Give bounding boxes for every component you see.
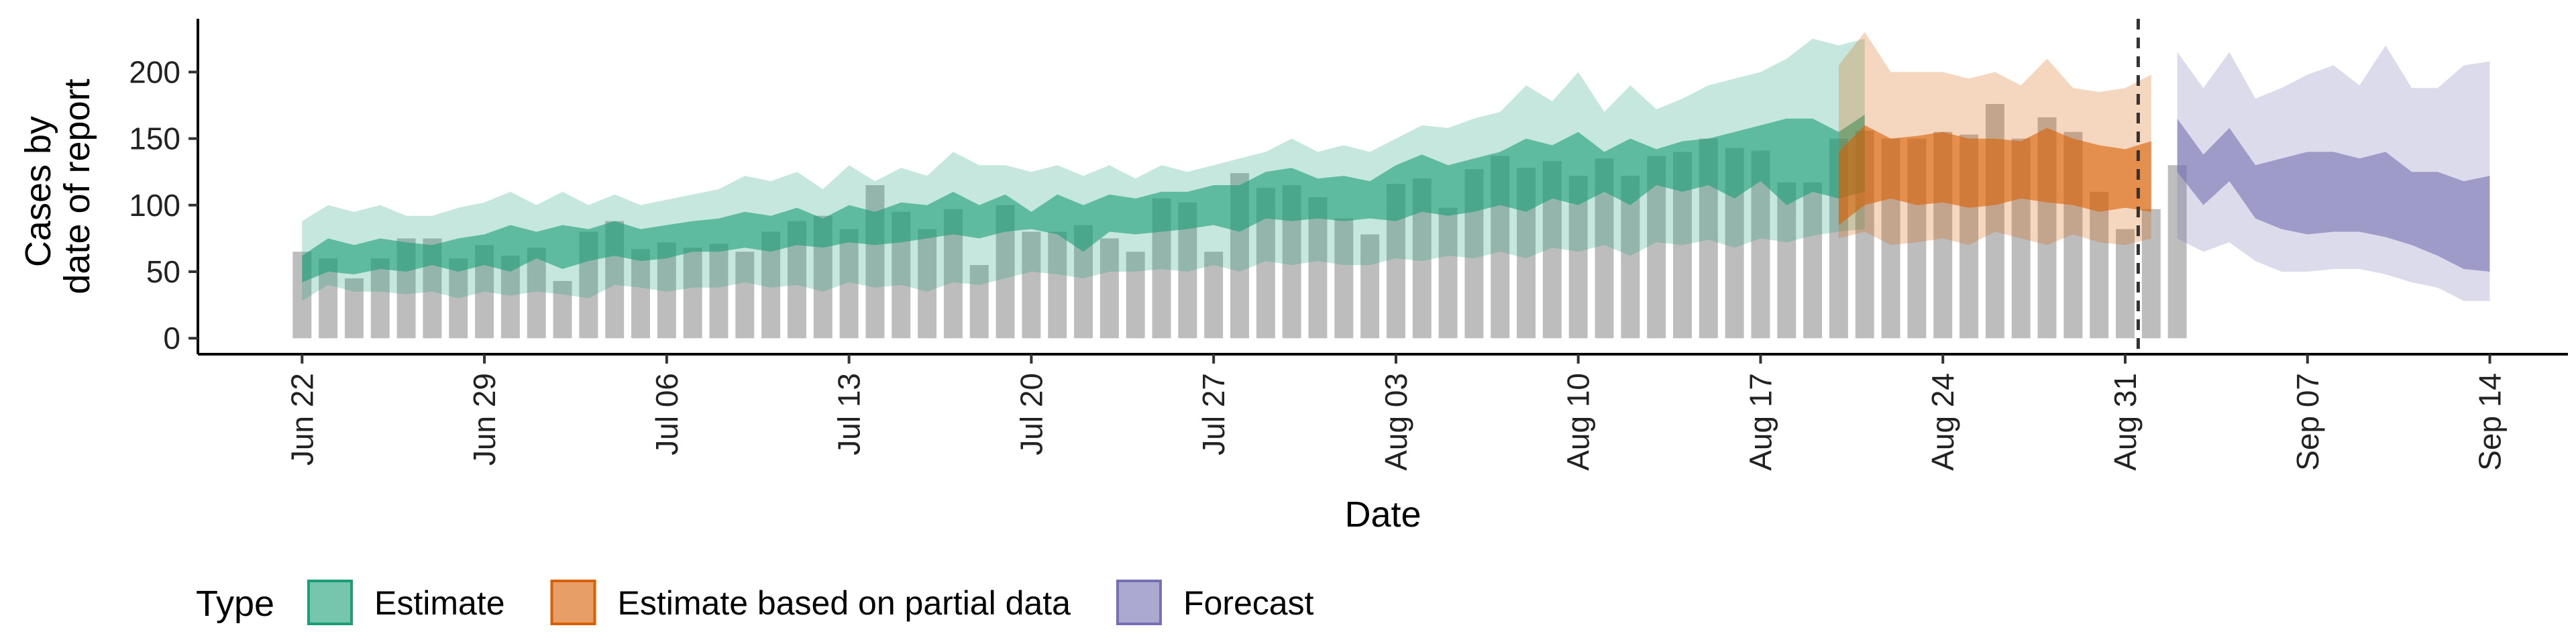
legend-title: Type [196, 584, 274, 624]
y-axis-title: Cases by date of report [18, 78, 97, 294]
x-tick-label: Jun 22 [284, 373, 319, 466]
legend-items: Estimate Estimate based on partial data Fo… [309, 581, 1314, 624]
x-tick-label: Aug 10 [1561, 373, 1596, 471]
legend-label-forecast: Forecast [1183, 584, 1314, 622]
y-tick-label: 0 [163, 321, 180, 356]
x-tick-label: Aug 03 [1379, 373, 1413, 471]
x-tick-label: Jul 20 [1014, 373, 1049, 455]
x-tick-label: Aug 17 [1743, 373, 1778, 471]
x-tick-label: Jun 29 [467, 373, 502, 466]
y-tick-label: 200 [129, 54, 180, 89]
x-tick-label: Aug 24 [1925, 373, 1960, 471]
y-tick-label: 150 [129, 121, 180, 156]
x-tick-label: Sep 14 [2473, 373, 2508, 471]
y-axis-title-line-2: date of report [57, 78, 97, 294]
x-tick-label: Jul 27 [1196, 373, 1231, 455]
legend-swatch-forecast [1118, 581, 1161, 624]
x-tick-label: Sep 07 [2290, 373, 2325, 471]
y-tick-label: 50 [146, 254, 180, 289]
legend-label-estimate-based-on-partial-data: Estimate based on partial data [618, 584, 1071, 622]
legend: Type Estimate Estimate based on partial d… [196, 581, 1314, 624]
legend-swatch-estimate-based-on-partial-data [552, 581, 595, 624]
x-tick-label: Jul 13 [832, 373, 867, 455]
case-bar [2116, 229, 2135, 338]
x-axis-title: Date [1344, 494, 1421, 535]
x-tick-label: Jul 06 [649, 373, 684, 455]
y-axis-title-line-1: Cases by [18, 116, 58, 267]
x-tick-label: Aug 31 [2108, 373, 2143, 471]
legend-label-estimate: Estimate [374, 584, 505, 622]
y-tick-label: 100 [129, 188, 180, 223]
legend-swatch-estimate [309, 581, 352, 624]
